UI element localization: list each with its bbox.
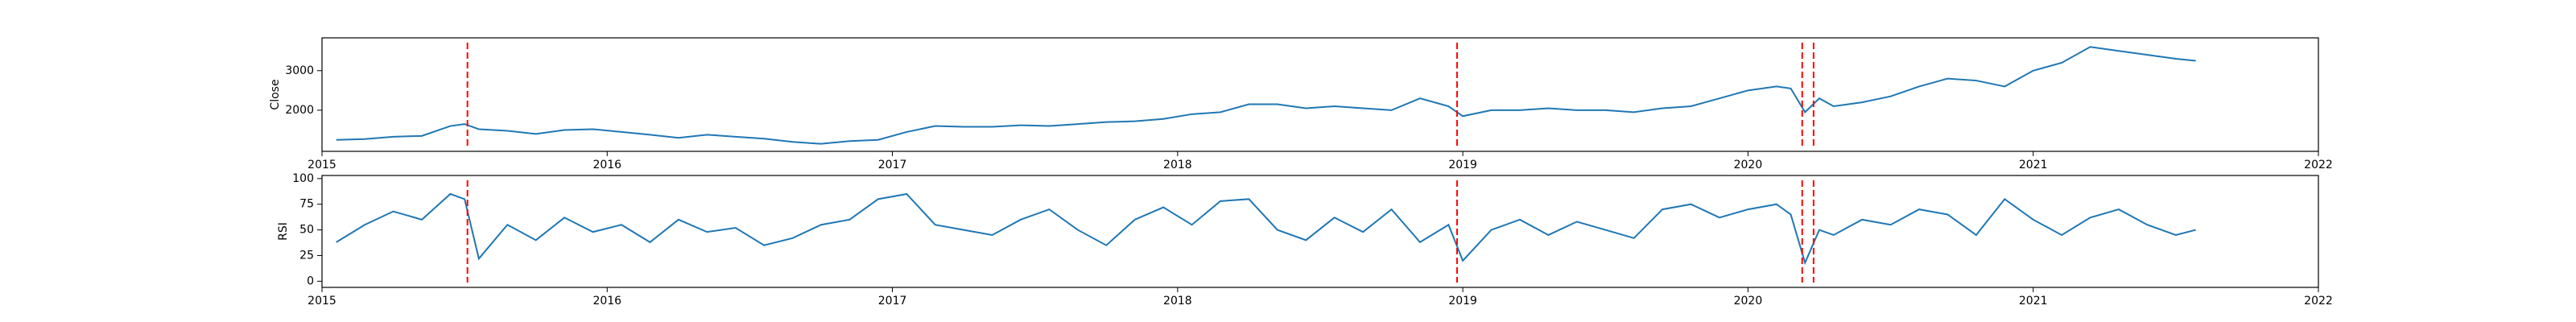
y-tick-label: 0 xyxy=(307,275,314,287)
x-tick-label: 2016 xyxy=(592,159,621,171)
x-tick-label: 2022 xyxy=(2304,295,2333,308)
x-tick-label: 2019 xyxy=(1448,295,1477,308)
line xyxy=(336,46,2196,145)
x-tick-label: 2018 xyxy=(1163,159,1192,171)
x-tick-label: 2019 xyxy=(1448,159,1477,171)
line xyxy=(336,192,2196,266)
x-tick-label: 2020 xyxy=(1734,295,1763,308)
x-tick-label: 2017 xyxy=(878,159,907,171)
x-tick-label: 2016 xyxy=(592,295,621,308)
x-tick-label: 2018 xyxy=(1163,295,1192,308)
y-tick-label: 3000 xyxy=(285,64,314,77)
axes-frame xyxy=(321,175,2319,288)
x-tick-label: 2015 xyxy=(308,159,336,171)
x-tick-label: 2021 xyxy=(2019,159,2048,171)
x-tick-label: 2017 xyxy=(878,295,907,308)
x-tick-label: 2021 xyxy=(2019,295,2048,308)
y-tick-label: 75 xyxy=(299,198,314,211)
y-tick-label: 100 xyxy=(292,172,314,185)
y-tick-label: 25 xyxy=(299,249,314,262)
y-axis-label: RSI xyxy=(277,222,290,241)
y-tick-label: 50 xyxy=(299,224,314,237)
y-tick-label: 2000 xyxy=(285,104,314,117)
x-tick-label: 2015 xyxy=(308,295,336,308)
x-tick-label: 2022 xyxy=(2304,159,2333,171)
y-axis-label: Close xyxy=(269,79,282,109)
axes-frame xyxy=(321,37,2319,152)
x-tick-label: 2020 xyxy=(1734,159,1763,171)
